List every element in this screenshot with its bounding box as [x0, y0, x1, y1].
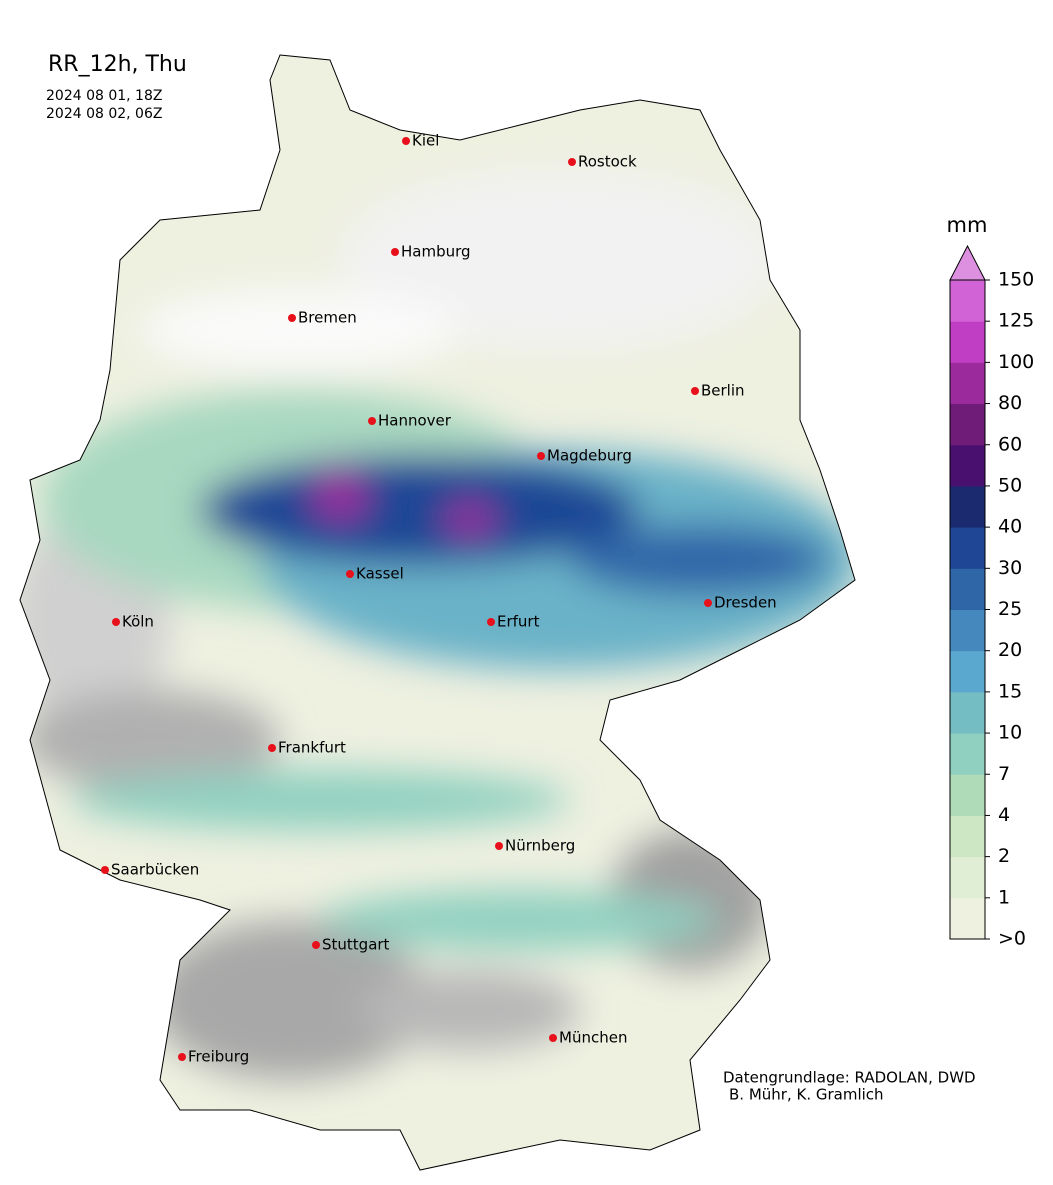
city-marker [691, 387, 699, 395]
colorbar-label: 100 [998, 351, 1034, 373]
city-label: Kassel [356, 565, 404, 583]
city-label: München [559, 1029, 627, 1047]
colorbar-band [950, 815, 985, 858]
colorbar-band [950, 485, 985, 528]
colorbar-label: 50 [998, 474, 1022, 496]
city-label: Bremen [298, 309, 357, 327]
city-marker [549, 1034, 557, 1042]
colorbar-label: 150 [998, 269, 1034, 291]
colorbar-band [950, 897, 985, 940]
city-label: Frankfurt [278, 739, 346, 757]
city-label: Hamburg [401, 243, 471, 261]
colorbar-unit: mm [947, 213, 988, 237]
city-label: Stuttgart [322, 936, 390, 954]
colorbar-extend [949, 244, 986, 281]
city-marker [101, 866, 109, 874]
colorbar-band [950, 321, 985, 363]
colorbar-label: >0 [998, 928, 1026, 950]
colorbar-label: 2 [998, 845, 1010, 867]
city-label: Rostock [578, 153, 637, 171]
city-label: Berlin [701, 382, 745, 400]
city-marker [537, 452, 545, 460]
city-label: Nürnberg [505, 837, 575, 855]
colorbar: >0 1 2 4 7 10 15 20 25 30 40 50 60 80 100 125 150 [949, 244, 1034, 950]
title: RR_12h, Thu [48, 52, 187, 77]
colorbar-band [950, 650, 985, 693]
colorbar-band [950, 733, 985, 775]
colorbar-label: 10 [998, 722, 1022, 744]
colorbar-label: 7 [998, 763, 1010, 785]
colorbar-band [950, 444, 985, 487]
end-time: 2024 08 02, 06Z [46, 106, 162, 122]
colorbar-label: 30 [998, 557, 1022, 579]
city-marker [495, 842, 503, 850]
colorbar-band [950, 856, 985, 899]
city-label: Saarbücken [111, 861, 199, 879]
colorbar-label: 15 [998, 680, 1022, 702]
city-label: Magdeburg [547, 447, 632, 465]
colorbar-band [950, 774, 985, 816]
city-marker [368, 417, 376, 425]
colorbar-label: 40 [998, 516, 1022, 538]
colorbar-label: 1 [998, 886, 1010, 908]
city-label: Erfurt [497, 613, 540, 631]
city-marker [288, 314, 296, 322]
colorbar-band [950, 362, 985, 405]
colorbar-label: 80 [998, 392, 1022, 414]
city-marker [568, 158, 576, 166]
city-label: Köln [122, 613, 154, 631]
credit: B. Mühr, K. Gramlich [729, 1086, 884, 1104]
city-marker [268, 744, 276, 752]
city-label: Dresden [714, 594, 777, 612]
city-marker [704, 599, 712, 607]
credit: Datengrundlage: RADOLAN, DWD [723, 1069, 976, 1087]
colorbar-band [950, 691, 985, 734]
colorbar-band [950, 403, 985, 446]
cities: Kiel Rostock Hamburg Bremen Berlin Hannover Ma… [101, 132, 777, 1066]
city-marker [487, 618, 495, 626]
city-marker [346, 570, 354, 578]
colorbar-label: 25 [998, 598, 1022, 620]
precip-field [20, 55, 855, 1170]
colorbar-label: 4 [998, 804, 1010, 826]
colorbar-band [950, 609, 985, 652]
city-marker [112, 618, 120, 626]
city-marker [391, 248, 399, 256]
city-label: Freiburg [188, 1048, 249, 1066]
city-marker [402, 137, 410, 145]
city-marker [312, 941, 320, 949]
colorbar-band [950, 280, 985, 322]
colorbar-label: 125 [998, 310, 1034, 332]
start-time: 2024 08 01, 18Z [46, 88, 162, 104]
city-marker [178, 1053, 186, 1061]
colorbar-band [950, 527, 985, 569]
colorbar-label: 20 [998, 639, 1022, 661]
colorbar-label: 60 [998, 433, 1022, 455]
city-label: Hannover [378, 412, 452, 430]
city-label: Kiel [412, 132, 439, 150]
colorbar-band [950, 568, 985, 610]
